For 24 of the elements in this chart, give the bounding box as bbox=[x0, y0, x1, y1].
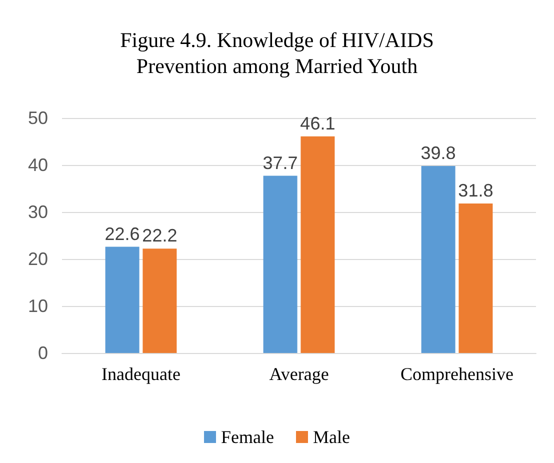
legend-label: Male bbox=[313, 427, 350, 447]
y-tick-label: 20 bbox=[28, 249, 48, 269]
bar bbox=[263, 176, 298, 353]
data-label: 37.7 bbox=[262, 152, 298, 173]
y-tick-label: 50 bbox=[28, 108, 48, 128]
x-tick-label: Average bbox=[269, 364, 329, 384]
data-label: 39.8 bbox=[420, 142, 456, 163]
bar bbox=[142, 248, 177, 353]
x-tick-label: Comprehensive bbox=[400, 364, 514, 384]
bar bbox=[421, 166, 456, 353]
data-label: 31.8 bbox=[458, 180, 494, 201]
legend-label: Female bbox=[221, 427, 274, 447]
y-tick-label: 30 bbox=[28, 202, 48, 222]
chart-title: Figure 4.9. Knowledge of HIV/AIDS Prevention among Married Youth bbox=[120, 28, 434, 78]
data-label: 22.6 bbox=[104, 224, 140, 244]
bar bbox=[458, 204, 493, 353]
y-tick-label: 40 bbox=[28, 155, 48, 175]
bar bbox=[105, 246, 140, 353]
data-label: 22.2 bbox=[142, 226, 178, 246]
data-label: 46.1 bbox=[300, 113, 336, 134]
bar bbox=[300, 136, 335, 353]
y-tick-label: 0 bbox=[38, 343, 48, 363]
y-tick-label: 10 bbox=[28, 296, 48, 316]
x-tick-label: Inadequate bbox=[102, 364, 180, 384]
